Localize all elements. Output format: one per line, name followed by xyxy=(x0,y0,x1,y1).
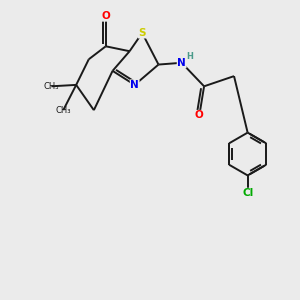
Text: Cl: Cl xyxy=(242,188,253,198)
Text: CH₃: CH₃ xyxy=(44,82,59,91)
Text: H: H xyxy=(187,52,194,61)
Text: CH₃: CH₃ xyxy=(56,106,71,115)
Text: O: O xyxy=(195,110,204,120)
Text: N: N xyxy=(177,58,186,68)
Text: S: S xyxy=(138,28,146,38)
Text: O: O xyxy=(101,11,110,21)
Text: N: N xyxy=(130,80,139,90)
